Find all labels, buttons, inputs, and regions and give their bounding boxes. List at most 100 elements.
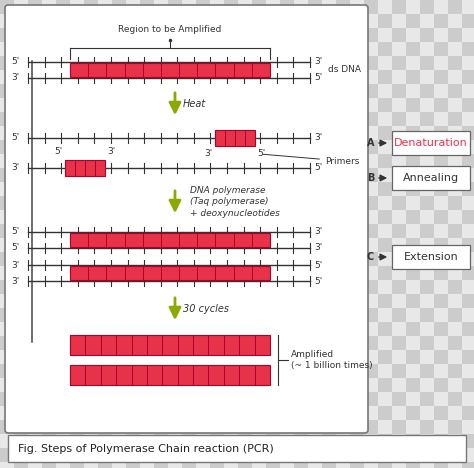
- Bar: [98, 448, 112, 462]
- Bar: [56, 462, 70, 468]
- Bar: [168, 182, 182, 196]
- Bar: [28, 168, 42, 182]
- Bar: [112, 448, 126, 462]
- Bar: [448, 0, 462, 14]
- Bar: [0, 462, 14, 468]
- Bar: [280, 392, 294, 406]
- Bar: [280, 434, 294, 448]
- Bar: [266, 28, 280, 42]
- Bar: [238, 70, 252, 84]
- Text: 3': 3': [12, 261, 20, 270]
- Text: 5': 5': [12, 243, 20, 253]
- Bar: [126, 126, 140, 140]
- Bar: [70, 70, 84, 84]
- Bar: [322, 280, 336, 294]
- Bar: [238, 224, 252, 238]
- Bar: [266, 182, 280, 196]
- Bar: [266, 462, 280, 468]
- Bar: [280, 294, 294, 308]
- Bar: [42, 238, 56, 252]
- Bar: [126, 14, 140, 28]
- Bar: [14, 182, 28, 196]
- Bar: [56, 406, 70, 420]
- Bar: [210, 210, 224, 224]
- Bar: [420, 448, 434, 462]
- Bar: [294, 336, 308, 350]
- Bar: [168, 308, 182, 322]
- Bar: [224, 42, 238, 56]
- Bar: [168, 112, 182, 126]
- Text: 3': 3': [314, 243, 322, 253]
- Bar: [266, 434, 280, 448]
- Bar: [350, 378, 364, 392]
- Bar: [14, 126, 28, 140]
- Bar: [140, 182, 154, 196]
- Bar: [28, 182, 42, 196]
- Bar: [420, 336, 434, 350]
- Bar: [294, 378, 308, 392]
- Bar: [0, 392, 14, 406]
- Bar: [154, 420, 168, 434]
- Bar: [182, 14, 196, 28]
- Bar: [210, 462, 224, 468]
- Bar: [140, 224, 154, 238]
- Bar: [448, 336, 462, 350]
- Bar: [252, 406, 266, 420]
- Bar: [168, 420, 182, 434]
- Bar: [378, 56, 392, 70]
- Bar: [406, 252, 420, 266]
- Bar: [336, 252, 350, 266]
- Bar: [182, 210, 196, 224]
- Bar: [266, 336, 280, 350]
- Bar: [364, 350, 378, 364]
- Bar: [14, 462, 28, 468]
- Bar: [448, 434, 462, 448]
- Bar: [364, 56, 378, 70]
- Bar: [392, 252, 406, 266]
- Bar: [140, 448, 154, 462]
- Bar: [378, 448, 392, 462]
- Bar: [364, 294, 378, 308]
- Text: Fig. Steps of Polymerase Chain reaction (PCR): Fig. Steps of Polymerase Chain reaction …: [18, 444, 274, 453]
- Bar: [266, 56, 280, 70]
- Bar: [56, 266, 70, 280]
- Bar: [168, 42, 182, 56]
- Bar: [434, 70, 448, 84]
- Bar: [98, 350, 112, 364]
- Bar: [196, 168, 210, 182]
- Bar: [322, 98, 336, 112]
- Bar: [350, 308, 364, 322]
- Bar: [350, 350, 364, 364]
- Bar: [210, 434, 224, 448]
- Bar: [266, 140, 280, 154]
- Bar: [350, 238, 364, 252]
- Bar: [210, 56, 224, 70]
- Bar: [252, 70, 266, 84]
- Bar: [210, 336, 224, 350]
- Bar: [0, 42, 14, 56]
- Bar: [28, 56, 42, 70]
- Bar: [196, 140, 210, 154]
- Bar: [98, 98, 112, 112]
- Bar: [126, 336, 140, 350]
- Bar: [154, 238, 168, 252]
- Bar: [308, 322, 322, 336]
- Bar: [378, 0, 392, 14]
- Bar: [266, 392, 280, 406]
- Bar: [364, 70, 378, 84]
- Bar: [196, 462, 210, 468]
- Bar: [70, 336, 84, 350]
- Bar: [350, 252, 364, 266]
- Bar: [70, 294, 84, 308]
- Bar: [56, 420, 70, 434]
- Bar: [364, 420, 378, 434]
- Bar: [168, 252, 182, 266]
- Bar: [56, 0, 70, 14]
- Bar: [224, 294, 238, 308]
- Bar: [70, 14, 84, 28]
- Bar: [42, 378, 56, 392]
- Bar: [266, 294, 280, 308]
- Bar: [406, 28, 420, 42]
- Bar: [112, 56, 126, 70]
- Bar: [42, 112, 56, 126]
